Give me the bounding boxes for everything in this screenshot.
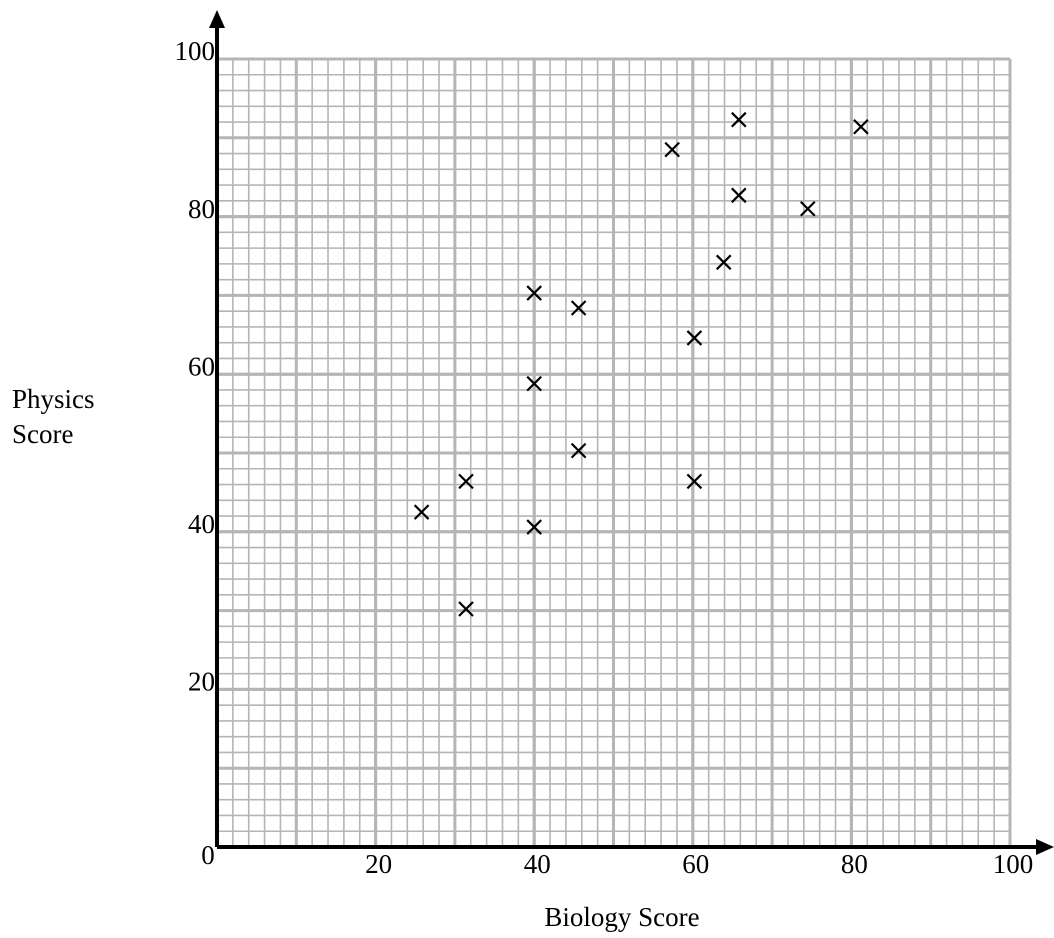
y-tick-label: 40 <box>188 509 215 539</box>
y-tick-label: 80 <box>188 194 215 224</box>
x-tick-label: 20 <box>365 849 392 879</box>
cross-marker <box>570 300 587 316</box>
cross-marker <box>526 519 542 535</box>
y-axis-label: Physics Score <box>12 384 95 449</box>
x-tick-label: 60 <box>682 849 709 879</box>
x-tick-label: 80 <box>841 849 868 879</box>
cross-marker <box>853 118 869 135</box>
x-tick-label: 40 <box>524 849 551 879</box>
cross-marker <box>715 254 732 271</box>
x-axis-arrow <box>1036 839 1054 855</box>
cross-marker <box>458 473 474 490</box>
cross-marker <box>731 187 747 204</box>
graph-paper <box>215 57 1012 849</box>
cross-marker <box>526 375 542 392</box>
y-tick-label: 20 <box>188 667 215 697</box>
cross-marker <box>458 601 474 617</box>
x-tick-label: 0 <box>201 840 215 870</box>
y-tick-label: 100 <box>175 36 216 66</box>
cross-marker <box>686 330 703 346</box>
cross-marker <box>526 285 542 301</box>
x-axis-label: Biology Score <box>544 902 699 932</box>
cross-marker <box>800 200 816 217</box>
cross-marker <box>570 442 587 459</box>
cross-marker <box>686 473 703 490</box>
y-tick-label: 60 <box>188 351 215 381</box>
cross-marker <box>413 504 430 520</box>
cross-marker <box>731 111 747 128</box>
cross-marker <box>664 141 680 158</box>
x-tick-label: 100 <box>993 849 1034 879</box>
y-axis-arrow <box>209 10 225 28</box>
